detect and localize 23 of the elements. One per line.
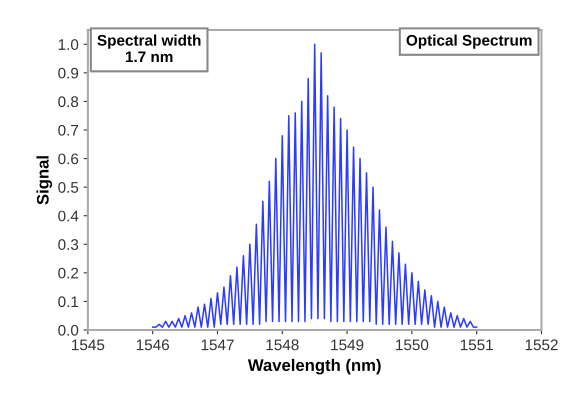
x-tick-label: 1550 bbox=[396, 339, 428, 350]
y-tick-label: 0.7 bbox=[58, 124, 78, 136]
y-tick-label: 1.0 bbox=[58, 39, 78, 50]
x-tick-label: 1547 bbox=[202, 340, 234, 350]
x-tick-label: 1552 bbox=[526, 339, 558, 350]
y-tick-label: 0.9 bbox=[58, 68, 78, 79]
y-axis-title: Signal bbox=[36, 156, 52, 205]
y-tick-label: 0.8 bbox=[58, 96, 78, 108]
annotation: Spectral width 1.7 nm bbox=[97, 34, 200, 62]
annotation: Optical Spectrum bbox=[406, 34, 532, 49]
x-axis-title: Wavelength (nm) bbox=[248, 358, 381, 374]
y-tick-label: 0.2 bbox=[58, 268, 78, 279]
y-tick-label: 0.6 bbox=[58, 153, 78, 164]
x-tick-label: 1549 bbox=[331, 339, 364, 350]
y-tick-label: 0.5 bbox=[58, 182, 78, 193]
y-tick-label: 0.3 bbox=[58, 239, 78, 250]
y-tick-label: 0.0 bbox=[58, 324, 78, 336]
x-tick-label: 1546 bbox=[136, 339, 170, 350]
y-tick-label: 0.1 bbox=[58, 296, 78, 308]
y-tick-label: 0.4 bbox=[58, 210, 78, 222]
x-tick-label: 1551 bbox=[460, 340, 493, 350]
x-tick-label: 1548 bbox=[266, 339, 299, 350]
x-tick-label: 1545 bbox=[72, 340, 104, 350]
